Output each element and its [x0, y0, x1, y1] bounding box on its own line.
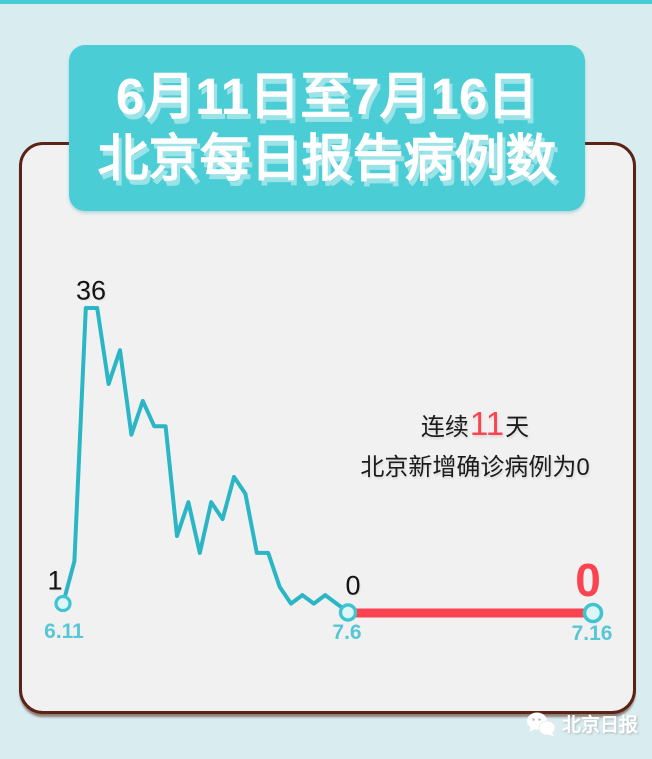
zero-date-label: 7.6 [332, 621, 362, 644]
start-date-label: 6.11 [44, 620, 84, 643]
page-title-line2: 北京每日报告病例数 [97, 130, 557, 187]
page-title-line1: 6月11日至7月16日 [115, 68, 539, 125]
streak-days-number: 11 [469, 405, 505, 442]
top-accent-strip [0, 0, 652, 4]
callout-line1: 连续 11 天 [421, 404, 529, 448]
peak-value-label: 36 [75, 275, 107, 306]
start-value-label: 1 [47, 565, 63, 596]
final-date-label: 7.16 [571, 622, 613, 645]
callout-suffix: 天 [505, 414, 530, 441]
final-value-label: 0 [575, 554, 601, 606]
zero-value-label: 0 [345, 570, 361, 601]
chat-bubbles-icon [526, 712, 556, 736]
callout-prefix: 连续 [420, 414, 469, 441]
publisher-name: 北京日报 [561, 715, 638, 736]
title-banner: 6月11日至7月16日 北京每日报告病例数 [69, 45, 585, 211]
callout-line2: 北京新增确诊病例为0 [360, 454, 590, 481]
zero-streak-callout: 连续 11 天 北京新增确诊病例为0 [360, 404, 589, 488]
publisher-watermark: 北京日报 [526, 710, 638, 737]
